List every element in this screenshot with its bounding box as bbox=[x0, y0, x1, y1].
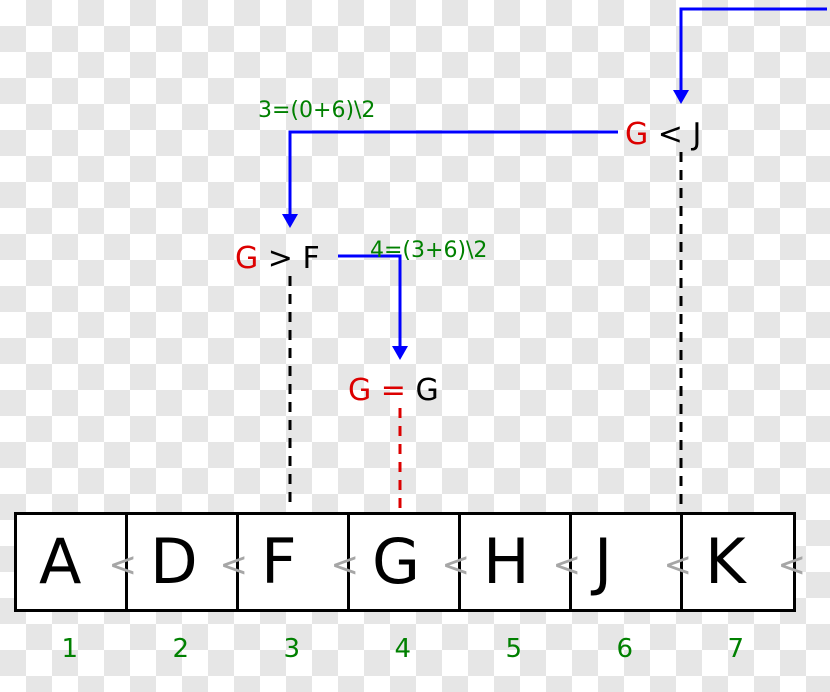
arrowhead-icon bbox=[392, 346, 408, 360]
array-index: 7 bbox=[728, 634, 745, 664]
midpoint-formula: 3=(0+6)\2 bbox=[258, 98, 375, 123]
comparison-node: G = G bbox=[348, 376, 439, 406]
arrowhead-icon bbox=[282, 214, 298, 228]
step-arrow bbox=[681, 9, 827, 94]
sorted-array: A<D<F<G<H<J<K< bbox=[14, 512, 796, 612]
comparison-node: G > F bbox=[235, 244, 320, 274]
comparison-op: < bbox=[658, 117, 683, 152]
array-letter: G bbox=[372, 531, 420, 593]
array-cell: J< bbox=[572, 515, 683, 609]
compared-value: J bbox=[692, 117, 701, 152]
array-letter: A bbox=[39, 531, 81, 593]
compared-value: G bbox=[415, 373, 438, 408]
array-cell: K< bbox=[683, 515, 794, 609]
lt-icon: < bbox=[778, 545, 807, 585]
midpoint-formula: 4=(3+6)\2 bbox=[370, 238, 487, 263]
array-cell: A< bbox=[17, 515, 128, 609]
array-cell: H< bbox=[461, 515, 572, 609]
array-index: 6 bbox=[617, 634, 634, 664]
array-cell: F< bbox=[239, 515, 350, 609]
diagram-stage: A<D<F<G<H<J<K< 1234567 G < JG > FG = G 3… bbox=[0, 0, 830, 692]
array-index: 4 bbox=[395, 634, 412, 664]
array-index: 5 bbox=[506, 634, 523, 664]
step-arrow bbox=[338, 256, 400, 350]
array-letter: J bbox=[594, 531, 612, 593]
step-arrow bbox=[290, 132, 618, 218]
array-letter: D bbox=[150, 531, 198, 593]
array-letter: F bbox=[261, 531, 297, 593]
array-letter: K bbox=[705, 531, 746, 593]
compared-value: F bbox=[302, 241, 319, 276]
arrow-group bbox=[282, 9, 827, 360]
target-letter: G bbox=[235, 241, 258, 276]
diagram-content: A<D<F<G<H<J<K< 1234567 G < JG > FG = G 3… bbox=[0, 0, 830, 692]
dash-group bbox=[290, 152, 681, 510]
target-letter: G bbox=[348, 373, 371, 408]
target-letter: G bbox=[625, 117, 648, 152]
comparison-op: = bbox=[381, 373, 406, 408]
array-index: 3 bbox=[284, 634, 301, 664]
array-cell: D< bbox=[128, 515, 239, 609]
comparison-op: > bbox=[268, 241, 293, 276]
array-index: 2 bbox=[173, 634, 190, 664]
array-letter: H bbox=[483, 531, 530, 593]
array-cell: G< bbox=[350, 515, 461, 609]
array-index: 1 bbox=[62, 634, 79, 664]
comparison-node: G < J bbox=[625, 120, 701, 150]
arrowhead-icon bbox=[673, 90, 689, 104]
